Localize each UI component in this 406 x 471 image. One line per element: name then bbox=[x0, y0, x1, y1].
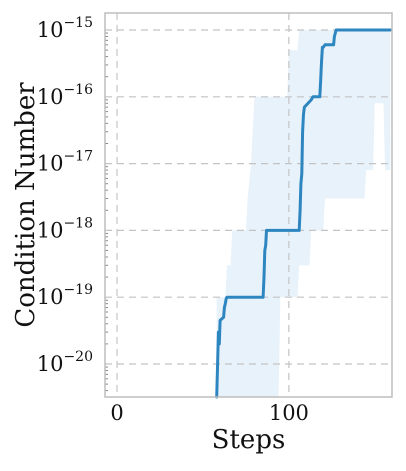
y-tick-label: 10−20 bbox=[37, 349, 93, 376]
tick-label-layer: 10−20 10−19 10−18 10−17 10−16 10−15 0 100 bbox=[37, 15, 309, 425]
y-tick-label: 10−16 bbox=[37, 82, 93, 109]
series-line bbox=[215, 28, 392, 399]
y-tick-label: 10−17 bbox=[37, 149, 93, 176]
y-axis-title: Condition Number bbox=[11, 82, 41, 328]
y-tick-label: 10−19 bbox=[37, 282, 93, 309]
y-tick-label: 10−18 bbox=[37, 215, 93, 242]
y-tick-label: 10−15 bbox=[37, 15, 93, 42]
plot-frame bbox=[104, 12, 393, 398]
uncertainty-band bbox=[216, 30, 391, 397]
series-line-layer bbox=[215, 28, 392, 399]
x-tick-label: 0 bbox=[110, 401, 123, 425]
x-tick-label: 100 bbox=[269, 401, 309, 425]
x-axis-title: Steps bbox=[212, 425, 286, 455]
uncertainty-band-layer bbox=[216, 30, 391, 397]
